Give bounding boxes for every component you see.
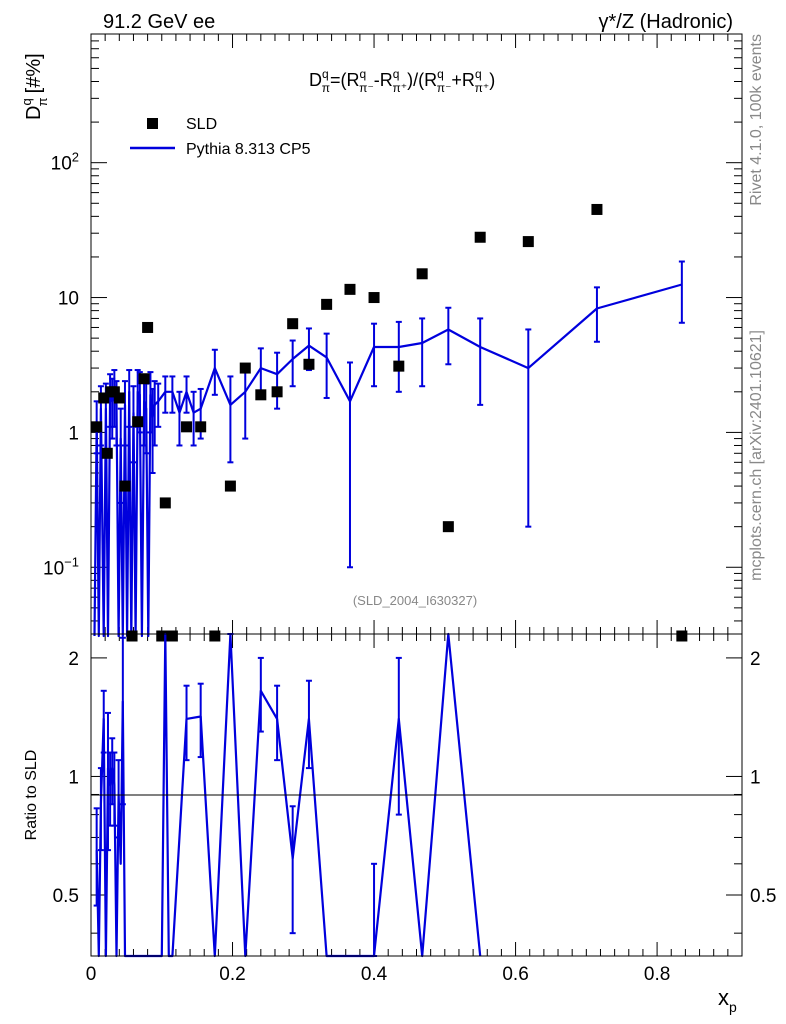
x-tick-label: 0.6 [502, 964, 528, 985]
title-sub-2: π⁻ [359, 81, 374, 95]
y-tick-label: 1 [68, 423, 79, 444]
legend: SLD Pythia 8.313 CP5 [130, 116, 311, 158]
title-sub-1: π [322, 81, 330, 95]
ratio-tick-label-left: 1 [68, 767, 79, 788]
x-tick-label: 0.2 [219, 964, 245, 985]
header-left: 91.2 GeV ee [103, 11, 215, 33]
title-sub-3: π⁺ [392, 81, 407, 95]
ratio-y-label: Ratio to SLD [23, 750, 40, 841]
analysis-id: (SLD_2004_I630327) [353, 593, 477, 608]
sld-point [303, 359, 314, 370]
ratio-tick-label-left: 2 [68, 649, 79, 670]
title-open: =(R [330, 70, 360, 90]
sld-point [139, 373, 150, 384]
sld-point [417, 268, 428, 279]
sld-point [591, 204, 602, 215]
sld-point [209, 631, 220, 642]
title-sup-2: q [359, 67, 366, 81]
data-series [91, 204, 687, 642]
sld-point [344, 284, 355, 295]
sld-point [523, 236, 534, 247]
y-label-base: D [23, 106, 45, 120]
title-sup-5: q [475, 67, 482, 81]
y-label-sup: q [19, 98, 34, 105]
plot-title: Dq π=(Rq π⁻-Rq π⁺)/(Rq π⁻+Rq π⁺) [309, 67, 495, 95]
x-label-base: x [718, 985, 729, 1010]
sld-point [240, 363, 251, 374]
title-sup-4: q [437, 67, 444, 81]
y-label-unit: [#%] [23, 53, 45, 93]
sld-point [167, 631, 178, 642]
sld-point [127, 631, 138, 642]
ratio-tick-label-right: 2 [750, 649, 761, 670]
title-close: ) [489, 70, 495, 90]
sld-point [91, 421, 102, 432]
sld-point [287, 318, 298, 329]
ratio-tick-label-left: 0.5 [53, 886, 79, 907]
y-tick-label: 10 [58, 289, 79, 310]
header-right: γ*/Z (Hadronic) [599, 11, 733, 33]
title-d: D [309, 70, 322, 90]
sld-point [102, 448, 113, 459]
sld-point [142, 322, 153, 333]
x-tick-label: 0 [86, 964, 97, 985]
figure: 91.2 GeV ee γ*/Z (Hadronic) Rivet 4.1.0,… [0, 0, 786, 1024]
title-sub-5: π⁺ [475, 81, 490, 95]
sld-point [132, 416, 143, 427]
y-tick-label: 102 [51, 150, 79, 175]
x-tick-label: 0.4 [361, 964, 388, 985]
side-label-top: Rivet 4.1.0, 100k events [748, 34, 765, 206]
x-label-sub: p [729, 999, 737, 1015]
title-mid: )/(R [407, 70, 437, 90]
sld-point [369, 292, 380, 303]
svg-text:Dqπ[#%]: Dqπ [#%] [19, 53, 50, 120]
y-tick-label: 10−1 [43, 554, 79, 579]
title-plus: +R [451, 70, 475, 90]
sld-point [321, 299, 332, 310]
sld-point [475, 232, 486, 243]
x-axis-label: xp [718, 985, 737, 1015]
sld-point [272, 386, 283, 397]
sld-point [181, 421, 192, 432]
y-label-sub: π [35, 97, 50, 106]
legend-sld-marker [147, 118, 158, 129]
mc-series [94, 262, 685, 636]
legend-mc-label: Pythia 8.313 CP5 [186, 141, 311, 158]
sld-point [443, 521, 454, 532]
legend-sld-label: SLD [186, 116, 217, 133]
title-sub-4: π⁻ [437, 81, 452, 95]
sld-point [225, 481, 236, 492]
sld-point [195, 421, 206, 432]
sld-point [676, 631, 687, 642]
sld-point [160, 497, 171, 508]
y-axis-label: Dqπ [#%] [19, 53, 50, 120]
x-tick-label: 0.8 [644, 964, 670, 985]
title-sup-3: q [393, 67, 400, 81]
title-minus: -R [374, 70, 393, 90]
ratio-tick-label-right: 0.5 [750, 886, 776, 907]
sld-point [393, 361, 404, 372]
sld-point [255, 389, 266, 400]
ratio-tick-label-right: 1 [750, 767, 761, 788]
sld-point [119, 481, 130, 492]
sld-point [114, 392, 125, 403]
mc-line [95, 285, 682, 637]
side-label-bottom: mcplots.cern.ch [arXiv:2401.10621] [748, 330, 765, 581]
title-sup-1: q [322, 67, 329, 81]
